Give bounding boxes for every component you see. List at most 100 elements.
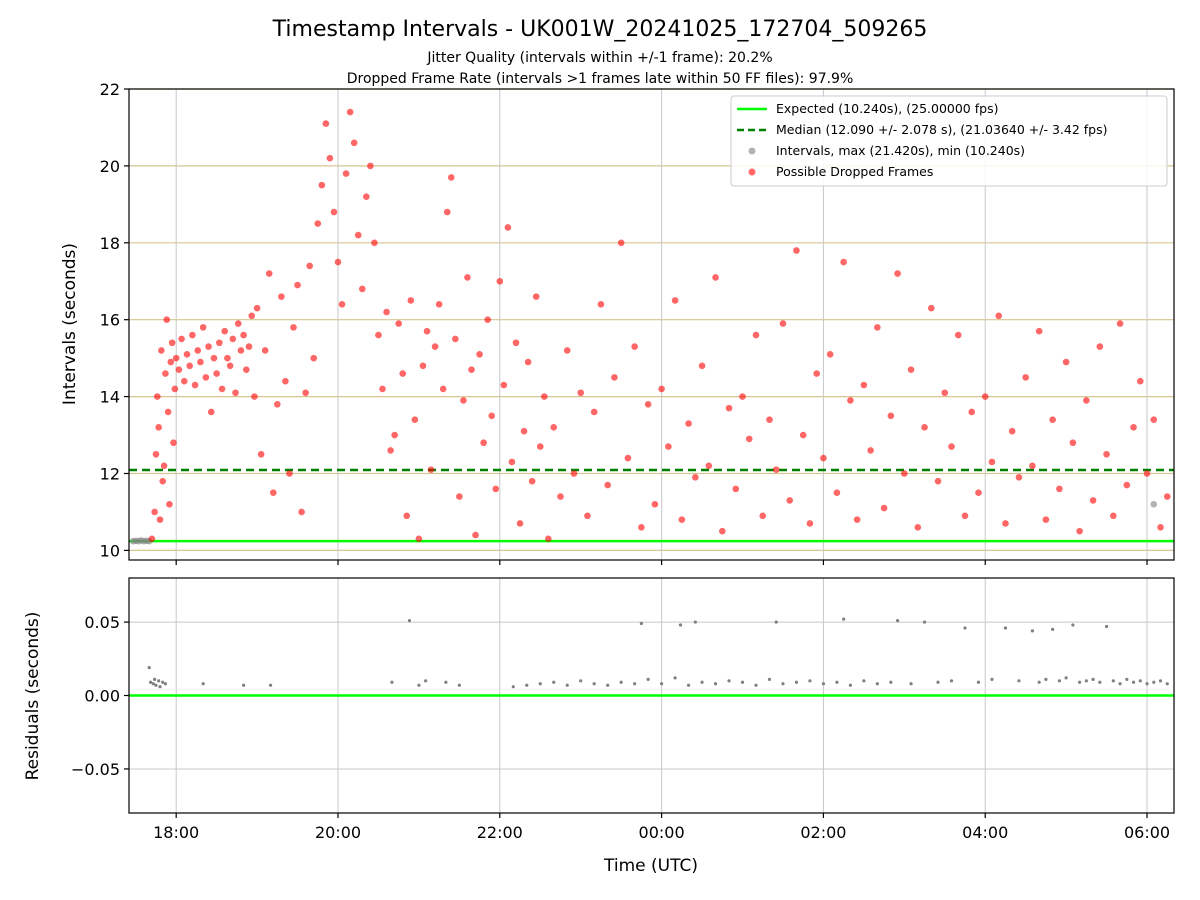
dropped-frame-point bbox=[860, 381, 868, 389]
dropped-frame-point bbox=[563, 347, 571, 354]
residual-point bbox=[713, 682, 718, 686]
dropped-frame-point bbox=[163, 316, 171, 323]
dropped-frame-point bbox=[464, 274, 471, 281]
x-tick-label: 22:00 bbox=[477, 823, 523, 842]
dropped-frame-point bbox=[492, 485, 500, 493]
dropped-frame-point bbox=[488, 412, 496, 420]
dropped-frame-point bbox=[504, 224, 512, 231]
dropped-frame-point bbox=[512, 339, 520, 347]
residual-point bbox=[646, 677, 650, 681]
dropped-frame-point bbox=[1022, 374, 1029, 381]
dropped-frame-point bbox=[456, 493, 463, 500]
dropped-frame-point bbox=[435, 301, 443, 308]
dropped-frame-point bbox=[326, 154, 334, 162]
dropped-frame-point bbox=[199, 324, 207, 331]
dropped-frame-point bbox=[853, 516, 861, 523]
top-y-tick-label: 14 bbox=[100, 388, 120, 407]
dropped-frame-point bbox=[367, 162, 374, 170]
dropped-frame-point bbox=[274, 400, 281, 408]
dropped-frame-point bbox=[948, 443, 955, 450]
top-reference-lines bbox=[129, 468, 1174, 543]
dropped-frame-point bbox=[431, 343, 439, 350]
residual-point bbox=[936, 680, 940, 684]
dropped-frame-point bbox=[725, 404, 733, 412]
residual-point bbox=[862, 679, 866, 683]
residual-point bbox=[1057, 679, 1061, 683]
residual-point bbox=[1104, 624, 1109, 629]
residual-point bbox=[1091, 677, 1095, 681]
bottom-axis-ticks: −0.05 0.00 0.05 18:00 20:00 22:00 00:00 02:00 04… bbox=[71, 613, 1170, 842]
dropped-frame-point bbox=[665, 443, 672, 450]
dropped-frame-point bbox=[282, 377, 289, 385]
dropped-frame-point bbox=[194, 347, 202, 354]
dropped-frame-point bbox=[968, 408, 976, 416]
dropped-frame-point bbox=[156, 516, 164, 523]
residual-point bbox=[963, 626, 967, 630]
dropped-frame-point bbox=[189, 331, 196, 339]
dropped-frame-point bbox=[191, 381, 199, 389]
residual-point bbox=[686, 683, 691, 687]
dropped-frame-point bbox=[186, 362, 193, 370]
dropped-frame-point bbox=[460, 397, 467, 404]
dropped-frame-point bbox=[1002, 520, 1009, 527]
dropped-frame-point bbox=[154, 393, 161, 400]
dropped-frame-point bbox=[213, 370, 220, 377]
dropped-frame-point bbox=[508, 458, 516, 466]
dropped-frame-point bbox=[532, 293, 540, 300]
dropped-frame-point bbox=[1076, 527, 1083, 535]
dropped-frame-point bbox=[806, 520, 814, 527]
residual-point bbox=[808, 679, 812, 683]
dropped-frame-point bbox=[358, 285, 366, 293]
bottom-y-axis-label: Residuals (seconds) bbox=[23, 612, 43, 781]
dropped-frame-point bbox=[975, 489, 982, 497]
dropped-frame-point bbox=[557, 493, 564, 500]
dropped-frame-point bbox=[240, 331, 247, 339]
legend-median-label: Median (12.090 +/- 2.078 s), (21.03640 +… bbox=[776, 122, 1107, 137]
dropped-frame-point bbox=[874, 324, 881, 331]
residual-point bbox=[781, 682, 785, 686]
dropped-frame-point bbox=[269, 489, 277, 497]
top-y-tick-label: 10 bbox=[100, 541, 120, 560]
dropped-frame-point bbox=[265, 270, 273, 277]
dropped-frame-point bbox=[484, 316, 491, 323]
residual-point bbox=[633, 682, 637, 686]
dropped-frame-point bbox=[847, 397, 854, 404]
top-points bbox=[129, 108, 1171, 545]
residual-point bbox=[895, 618, 900, 623]
dropped-frame-point bbox=[415, 535, 423, 543]
dropped-frame-point bbox=[500, 381, 508, 389]
residual-point bbox=[990, 677, 994, 681]
dropped-frame-point bbox=[210, 354, 218, 362]
dropped-frame-point bbox=[314, 220, 322, 227]
x-tick-label: 06:00 bbox=[1124, 823, 1170, 842]
dropped-frame-point bbox=[577, 389, 585, 397]
dropped-frame-point bbox=[658, 385, 665, 393]
residual-point bbox=[949, 679, 954, 683]
residual-point bbox=[161, 680, 165, 684]
dropped-frame-point bbox=[1096, 343, 1104, 350]
dropped-frame-point bbox=[536, 443, 544, 450]
dropped-frame-point bbox=[160, 462, 168, 470]
bottom-y-tick-label: 0.05 bbox=[84, 613, 120, 632]
dropped-frame-point bbox=[1157, 524, 1164, 531]
residual-point bbox=[163, 682, 168, 686]
dropped-frame-point bbox=[379, 385, 386, 393]
residual-point bbox=[407, 618, 412, 623]
dropped-frame-point bbox=[171, 385, 179, 393]
residual-point bbox=[268, 683, 273, 687]
dropped-frame-point bbox=[941, 389, 949, 397]
dropped-frame-point bbox=[306, 262, 313, 270]
chart-title: Timestamp Intervals - UK001W_20241025_17… bbox=[272, 17, 928, 42]
bottom-y-tick-label: −0.05 bbox=[71, 760, 120, 779]
residual-point bbox=[1125, 677, 1129, 681]
dropped-frame-point bbox=[395, 320, 402, 327]
dropped-frame-point bbox=[172, 354, 180, 362]
residual-point bbox=[151, 682, 155, 686]
dropped-frame-point bbox=[152, 450, 160, 458]
legend-dropped-label: Possible Dropped Frames bbox=[776, 164, 933, 179]
top-plot-frame bbox=[128, 88, 1175, 561]
dropped-frame-point bbox=[698, 362, 706, 370]
dropped-frame-point bbox=[178, 335, 185, 343]
dropped-frame-point bbox=[520, 427, 528, 435]
